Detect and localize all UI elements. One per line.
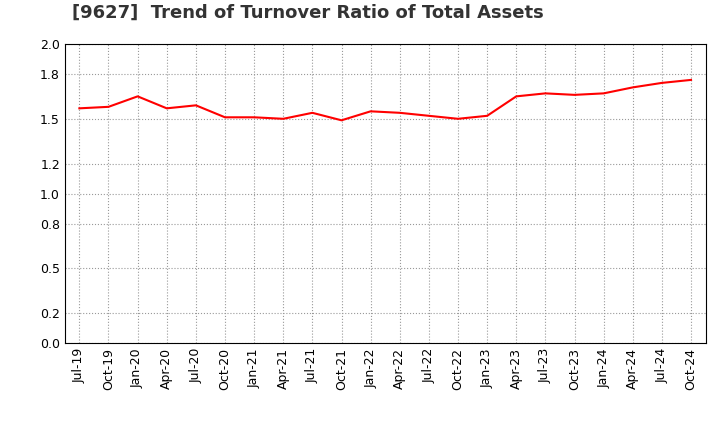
Text: [9627]  Trend of Turnover Ratio of Total Assets: [9627] Trend of Turnover Ratio of Total … xyxy=(72,4,544,22)
